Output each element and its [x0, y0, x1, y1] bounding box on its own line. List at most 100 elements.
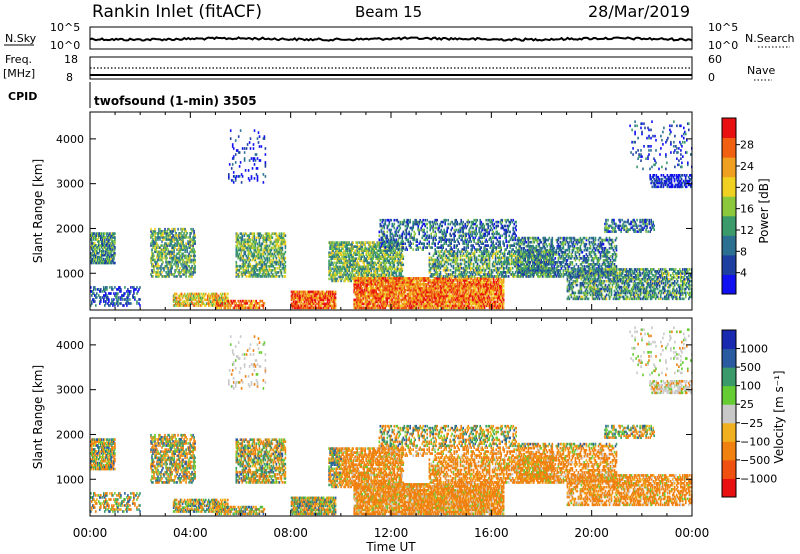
power-cell [100, 259, 102, 263]
power-cell [280, 236, 283, 240]
power-cell [175, 254, 177, 258]
power-cell [240, 267, 243, 270]
power-cell [255, 306, 258, 310]
power-cell [165, 260, 167, 264]
power-cell [99, 248, 101, 251]
power-cell [251, 246, 254, 250]
power-cell [194, 302, 197, 305]
power-cell [235, 240, 238, 244]
power-cell [189, 236, 191, 239]
power-cell [94, 236, 96, 239]
power-cell [93, 255, 95, 259]
power-cell [268, 256, 271, 260]
power-cell [271, 262, 274, 266]
power-cell [184, 256, 186, 260]
power-cell [170, 273, 172, 276]
power-cell [180, 248, 182, 252]
power-cell [102, 296, 104, 299]
power-cell [171, 266, 173, 270]
power-cell [129, 292, 131, 295]
power-cell [132, 296, 134, 299]
power-cell [235, 238, 238, 242]
power-cell [213, 300, 216, 304]
power-cell [242, 264, 245, 268]
power-cell [356, 241, 358, 244]
power-cell [244, 264, 247, 268]
power-cell [244, 240, 247, 244]
power-cell [182, 262, 184, 266]
power-cell [170, 264, 172, 268]
power-cell [182, 236, 184, 239]
power-cell [177, 256, 179, 260]
power-cell [240, 248, 243, 252]
power-cell [291, 304, 294, 308]
power-cell [211, 296, 214, 300]
power-cell [173, 238, 175, 241]
power-cell [204, 304, 207, 307]
power-cell [262, 271, 265, 274]
power-cell [296, 304, 299, 308]
power-cell [296, 292, 299, 296]
power-cell [98, 234, 100, 237]
power-cell [196, 300, 199, 304]
power-cell [250, 250, 253, 254]
power-cell [226, 306, 229, 310]
power-cell [174, 269, 176, 272]
power-cell [254, 273, 257, 276]
power-cell [110, 244, 112, 247]
power-cell [281, 236, 284, 240]
power-cell [270, 264, 273, 268]
power-cell [161, 262, 163, 266]
power-cell [206, 296, 209, 300]
power-cell [157, 266, 159, 270]
power-cell [110, 234, 112, 237]
power-cell [199, 304, 202, 307]
power-cell [269, 236, 272, 240]
power-cell [156, 256, 158, 260]
power-cell [179, 266, 181, 270]
power-cell [252, 254, 255, 258]
power-cell [96, 292, 98, 295]
power-cell [169, 230, 171, 233]
power-cell [265, 248, 268, 252]
power-cell [92, 253, 94, 257]
power-cell [293, 290, 296, 294]
power-cell [192, 227, 194, 231]
power-cell [183, 254, 185, 258]
power-cell [90, 261, 92, 265]
power-cell [108, 240, 110, 243]
power-cell [184, 248, 186, 252]
power-cell [155, 260, 157, 264]
power-cell [101, 259, 103, 263]
power-cell [197, 292, 200, 296]
power-cell [161, 252, 163, 256]
power-cell [235, 302, 238, 305]
power-cell [155, 240, 157, 243]
power-cell [175, 269, 177, 272]
power-cell [136, 300, 138, 303]
power-cell [197, 304, 200, 307]
power-cell [246, 258, 249, 262]
power-cell [280, 254, 283, 258]
power-cell [99, 234, 101, 237]
power-cell [269, 269, 272, 272]
freq-panel: Freq. [MHz] 18 8 60 0 Nave [3, 53, 775, 84]
power-cell [179, 260, 181, 264]
power-cell [194, 271, 196, 274]
power-cell [106, 298, 108, 301]
power-cell [94, 246, 96, 249]
power-cell [96, 238, 98, 241]
power-cell [173, 296, 176, 300]
power-cell [107, 298, 109, 301]
power-cell [173, 262, 175, 266]
power-cell [268, 260, 271, 264]
power-cell [106, 288, 108, 291]
power-cell [109, 244, 111, 247]
power-cell [269, 250, 272, 254]
power-cell [248, 244, 251, 248]
power-cell [258, 269, 261, 272]
power-cell [139, 286, 141, 289]
power-cell [262, 260, 265, 264]
power-cell [263, 240, 266, 244]
power-cell [116, 288, 118, 291]
